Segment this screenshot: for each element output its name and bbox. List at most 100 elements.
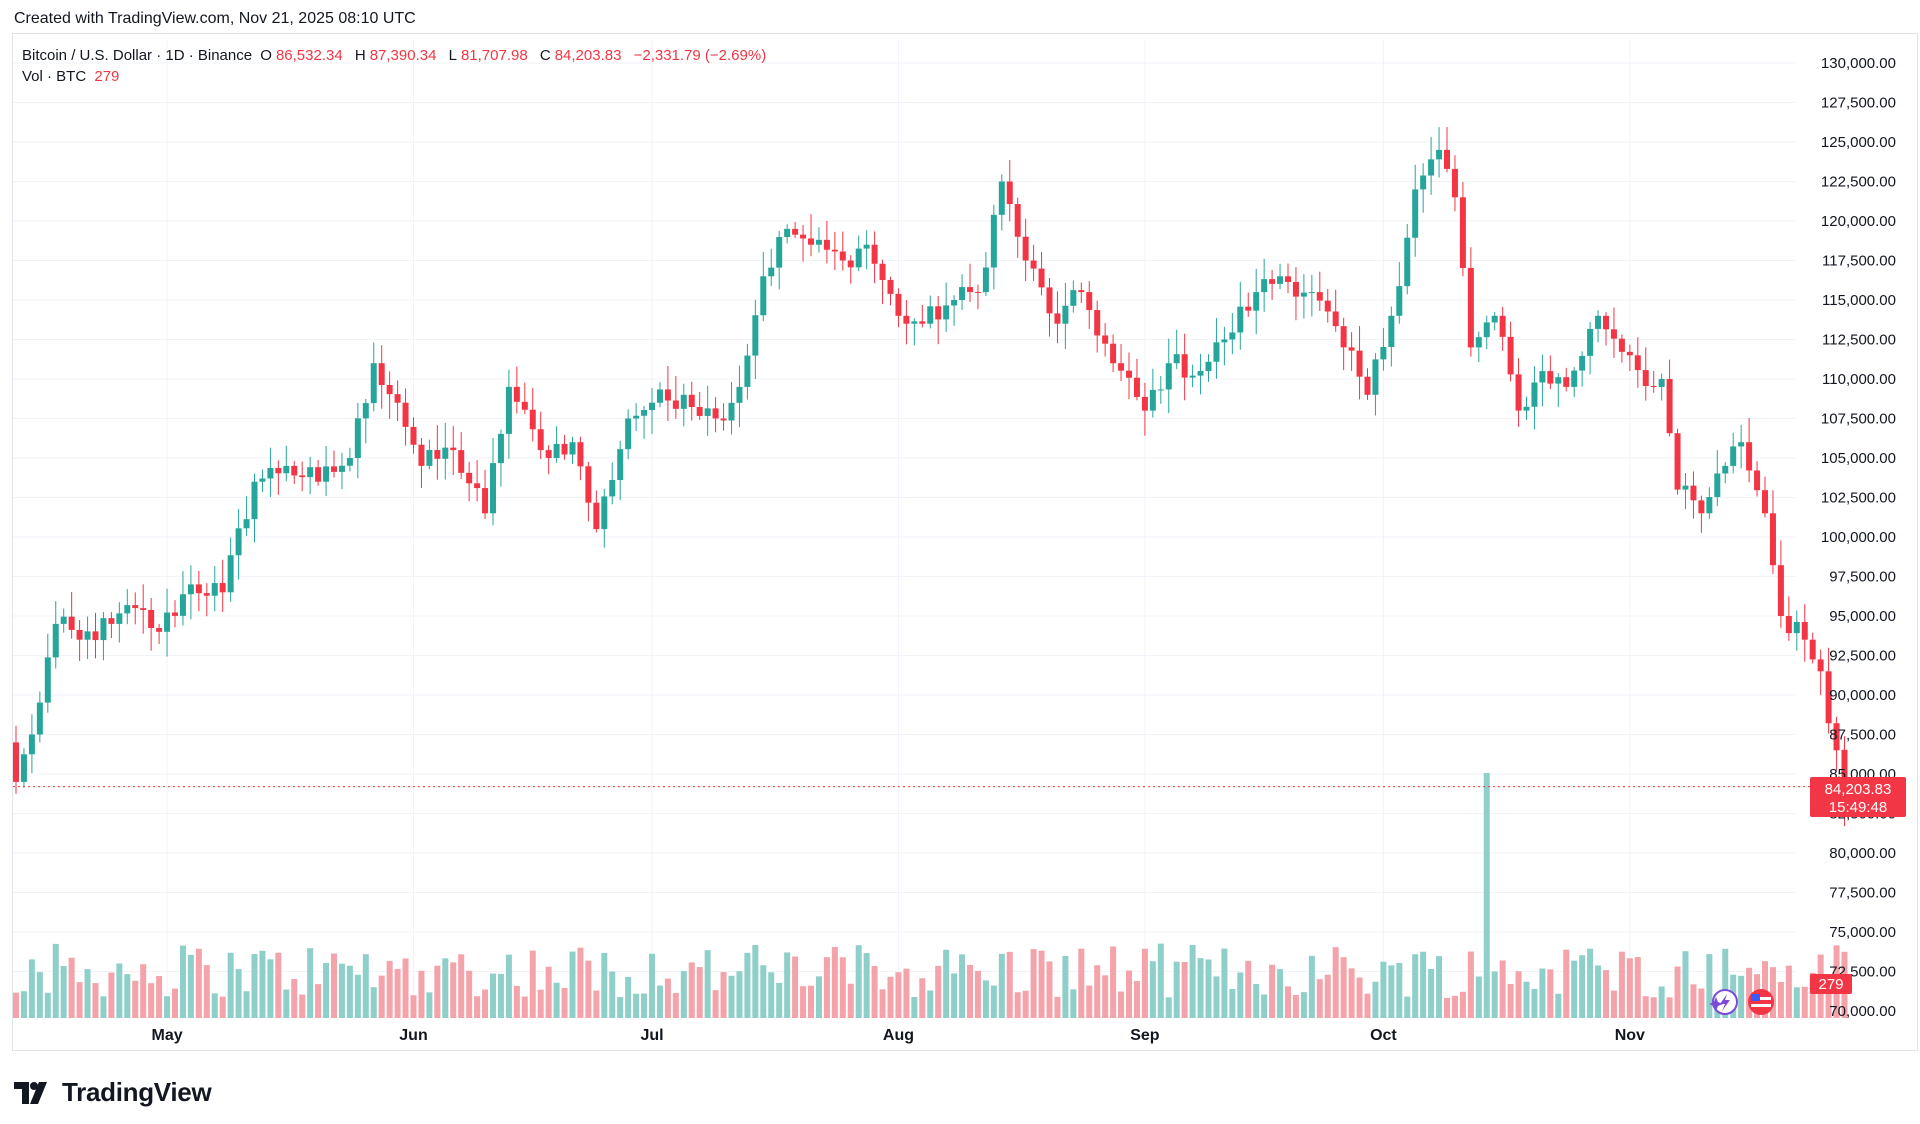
candle-body: [1777, 565, 1784, 616]
volume-bar: [823, 957, 830, 1018]
candle-body: [1618, 338, 1625, 352]
candle-body: [1364, 376, 1371, 395]
volume-bar: [323, 962, 330, 1018]
us-flag-icon[interactable]: [1748, 989, 1774, 1015]
volume-bar: [800, 986, 807, 1018]
candle-body: [959, 287, 966, 300]
candle-body: [474, 483, 481, 489]
candle-body: [1674, 433, 1681, 490]
volume-bar: [1555, 993, 1562, 1018]
volume-bar: [1642, 996, 1649, 1018]
candle-body: [172, 612, 178, 616]
candle-body: [1157, 389, 1164, 391]
candle-body: [1205, 361, 1212, 372]
volume-bar: [84, 969, 91, 1018]
volume-bar: [36, 972, 43, 1018]
volume-bar: [1809, 972, 1816, 1018]
candle-body: [553, 443, 560, 458]
volume-bar: [688, 962, 695, 1018]
volume-bar: [172, 988, 178, 1018]
candle-body: [641, 410, 648, 416]
volume-bar: [346, 965, 353, 1018]
volume-bar: [179, 945, 186, 1018]
last-price-value: 84,203.83: [1825, 781, 1892, 798]
volume-bar: [203, 965, 210, 1018]
volume-bar: [879, 989, 886, 1018]
volume-bar: [911, 996, 918, 1018]
volume-bar: [633, 993, 640, 1018]
volume-bar: [1102, 975, 1109, 1018]
volume-bar: [831, 946, 838, 1018]
time-axis[interactable]: May Jun Jul Aug Sep Oct Nov: [151, 1027, 1645, 1044]
volume-bar: [195, 948, 202, 1018]
candle-body: [28, 734, 35, 755]
candle-body: [855, 248, 862, 268]
grid-lines: [13, 40, 1795, 1018]
volume-bar: [1253, 983, 1260, 1018]
candle-body: [44, 657, 51, 703]
candle-body: [744, 355, 751, 387]
volume-bar: [1444, 997, 1450, 1018]
price-axis[interactable]: 70,000.0072,500.0075,000.0077,500.0080,0…: [1821, 55, 1896, 1020]
volume-bar: [219, 996, 226, 1018]
candle-body: [1467, 268, 1474, 348]
lightning-icon[interactable]: [1712, 989, 1738, 1015]
price-tick-label: 87,500.00: [1829, 727, 1896, 744]
candle-body: [1356, 350, 1363, 377]
candle-body: [505, 386, 512, 434]
candle-body: [386, 385, 393, 395]
volume-bar: [283, 989, 290, 1018]
volume-bar: [529, 950, 536, 1018]
volume-bar: [1682, 951, 1689, 1018]
volume-bar: [251, 954, 258, 1018]
low-value: 81,707.98: [460, 47, 528, 64]
volume-bar: [362, 954, 369, 1018]
candle-body: [561, 443, 568, 455]
volume-bar: [1157, 943, 1164, 1018]
tradingview-logo[interactable]: TradingView: [14, 1077, 212, 1108]
candle-body: [1769, 513, 1776, 566]
candle-body: [696, 406, 703, 416]
volume-bar: [1499, 960, 1506, 1018]
volume-bar: [1332, 947, 1339, 1018]
volume-bar: [1459, 991, 1466, 1018]
price-tick-label: 130,000.00: [1821, 55, 1896, 72]
volume-bars: [13, 773, 1848, 1018]
volume-bar: [808, 985, 814, 1018]
candle-body: [1499, 315, 1506, 337]
volume-label[interactable]: Vol · BTC: [22, 68, 87, 85]
candle-body: [1436, 149, 1443, 160]
volume-bar: [1221, 948, 1228, 1018]
chart-frame[interactable]: [12, 33, 1918, 1051]
volume-bar: [982, 980, 989, 1018]
volume-bar: [1634, 957, 1641, 1018]
symbol-line: Bitcoin / U.S. Dollar · 1D · Binance O 86…: [22, 45, 770, 66]
volume-bar: [1420, 951, 1427, 1018]
candle-body: [728, 402, 735, 421]
volume-bar: [1666, 997, 1673, 1018]
candle-body: [458, 450, 465, 473]
price-tick-label: 90,000.00: [1829, 687, 1896, 704]
high-value: 87,390.34: [369, 47, 437, 64]
volume-bar: [1340, 957, 1347, 1018]
candle-body: [879, 263, 886, 280]
candle-body: [990, 214, 997, 268]
symbol-name[interactable]: Bitcoin / U.S. Dollar · 1D · Binance: [22, 47, 253, 64]
candle-body: [1754, 470, 1761, 491]
volume-bar: [187, 954, 194, 1018]
volume-bar: [847, 983, 854, 1018]
candle-body: [617, 449, 624, 481]
volume-bar: [60, 965, 67, 1018]
volume-bar: [1300, 992, 1307, 1018]
volume-bar: [458, 954, 465, 1018]
candle-body: [935, 306, 942, 320]
volume-bar: [1261, 994, 1268, 1018]
candle-body: [1229, 332, 1236, 340]
volume-bar: [887, 976, 894, 1018]
volume-bar: [243, 991, 250, 1018]
candle-body: [346, 458, 353, 466]
candle-body: [1650, 386, 1657, 388]
candle-body: [720, 418, 727, 421]
candle-body: [1308, 292, 1315, 294]
